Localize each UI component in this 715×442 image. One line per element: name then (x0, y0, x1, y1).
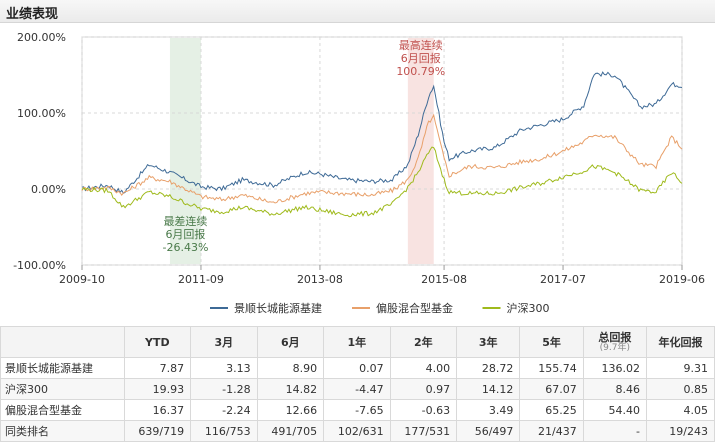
table-cell: 56/497 (456, 420, 521, 442)
column-header-7: 5年 (519, 326, 584, 358)
performance-table: YTD 3月 6月 1年 2年 3年 5年 总回报 (9.7年) 年化回报景顺长城能源基建 7.87… (0, 326, 715, 442)
series-line-0 (81, 71, 683, 194)
table-cell: 21/437 (519, 420, 584, 442)
annotation-band-1 (169, 38, 201, 264)
y-tick-label-2: 0.00% (31, 183, 66, 196)
table-cell: 3.49 (456, 399, 521, 421)
row-name: 同类排名 (0, 420, 125, 442)
annotation-label-0-1: 6月回报 (401, 51, 441, 65)
table-cell: 19.93 (123, 378, 192, 400)
table-cell: 16.37 (123, 399, 192, 421)
table-cell: 155.74 (519, 357, 584, 379)
legend-item-2: 沪深300 (507, 301, 550, 315)
column-header-label: 5年 (542, 335, 561, 349)
column-header-8: 总回报 (9.7年) (582, 326, 647, 358)
table-cell: 65.25 (519, 399, 584, 421)
row-name: 沪深300 (0, 378, 125, 400)
table-cell: 3.13 (190, 357, 258, 379)
annotation-label-0-2: 100.79% (396, 65, 445, 78)
column-header-1: YTD (123, 326, 192, 358)
table-header-row: YTD 3月 6月 1年 2年 3年 5年 总回报 (9.7年) 年化回报 (0, 326, 715, 358)
column-header-label: 3月 (214, 335, 234, 349)
legend-item-1: 偏股混合型基金 (376, 301, 453, 315)
column-header-label: 总回报 (598, 331, 632, 344)
column-header-label: 2年 (414, 335, 433, 349)
column-header-5: 2年 (389, 326, 458, 358)
table-cell: 14.82 (256, 378, 325, 400)
legend-item-0: 景顺长城能源基建 (234, 301, 322, 315)
column-header-label: 年化回报 (658, 335, 703, 349)
table-row: 偏股混合型基金 16.37 -2.24 12.66 -7.65 -0.63 3.49 65.2… (0, 399, 715, 421)
annotation-label-1-2: -26.43% (162, 241, 208, 254)
x-tick-label-0: 2009-10 (59, 273, 105, 286)
y-tick-label-0: 200.00% (17, 31, 66, 44)
column-header-label: 6月 (281, 335, 300, 349)
table-cell: 116/753 (190, 420, 258, 442)
y-tick-label-3: -100.00% (13, 259, 66, 272)
column-header-label: 3年 (478, 335, 498, 349)
series-line-1 (81, 113, 683, 204)
table-cell: 177/531 (389, 420, 458, 442)
column-header-9: 年化回报 (645, 326, 715, 358)
row-name: 景顺长城能源基建 (0, 357, 125, 379)
table-cell: 4.05 (645, 399, 715, 421)
table-cell: 14.12 (456, 378, 521, 400)
table-row: 景顺长城能源基建 7.87 3.13 8.90 0.07 4.00 28.72 155.74 1… (0, 357, 715, 379)
annotation-label-1-1: 6月回报 (165, 227, 205, 241)
column-header-0 (0, 326, 125, 358)
column-header-4: 1年 (323, 326, 391, 358)
table-cell: 9.31 (645, 357, 715, 379)
table-cell: 28.72 (456, 357, 521, 379)
table-cell: 0.97 (389, 378, 458, 400)
x-tick-label-4: 2017-07 (540, 273, 586, 286)
table-cell: 8.90 (256, 357, 325, 379)
table-cell: 8.46 (582, 378, 647, 400)
table-cell: - (582, 420, 647, 442)
table-row: 同类排名 639/719 116/753 491/705 102/631 177/531 5… (0, 420, 715, 442)
table-cell: -0.63 (389, 399, 458, 421)
table-cell: 0.85 (645, 378, 715, 400)
table-cell: 7.87 (123, 357, 192, 379)
table-row: 沪深300 19.93 -1.28 14.82 -4.47 0.97 14.12 67.07 8… (0, 378, 715, 400)
table-cell: 0.07 (323, 357, 391, 379)
performance-chart: 200.00% 100.00% 0.00% -100.00%2009-10 2011-0… (13, 31, 705, 315)
x-tick-label-2: 2013-08 (297, 273, 343, 286)
table-cell: 54.40 (582, 399, 647, 421)
section-header: 业绩表现 (0, 0, 715, 23)
table-cell: 67.07 (519, 378, 584, 400)
table-cell: -7.65 (323, 399, 391, 421)
table-cell: 639/719 (123, 420, 192, 442)
table-cell: 19/243 (645, 420, 715, 442)
section-title: 业绩表现 (6, 7, 59, 22)
table-cell: 102/631 (323, 420, 391, 442)
column-header-sub: (9.7年) (599, 343, 631, 353)
table-cell: 12.66 (256, 399, 325, 421)
series-line-2 (81, 146, 683, 218)
column-header-6: 3年 (456, 326, 521, 358)
row-name: 偏股混合型基金 (0, 399, 125, 421)
column-header-3: 6月 (256, 326, 325, 358)
table-cell: -2.24 (190, 399, 258, 421)
x-tick-label-1: 2011-09 (178, 273, 224, 286)
x-tick-label-3: 2015-08 (421, 273, 467, 286)
table-cell: 491/705 (256, 420, 325, 442)
x-tick-label-5: 2019-06 (659, 273, 705, 286)
table-cell: 4.00 (389, 357, 458, 379)
column-header-2: 3月 (190, 326, 258, 358)
table-cell: -1.28 (190, 378, 258, 400)
column-header-label: 1年 (347, 335, 367, 349)
y-tick-label-1: 100.00% (17, 107, 66, 120)
table-cell: -4.47 (323, 378, 391, 400)
column-header-label: YTD (145, 335, 170, 349)
table-cell: 136.02 (582, 357, 647, 379)
annotation-label-0-0: 最高连续 (399, 38, 443, 52)
annotation-label-1-0: 最差连续 (163, 214, 207, 228)
